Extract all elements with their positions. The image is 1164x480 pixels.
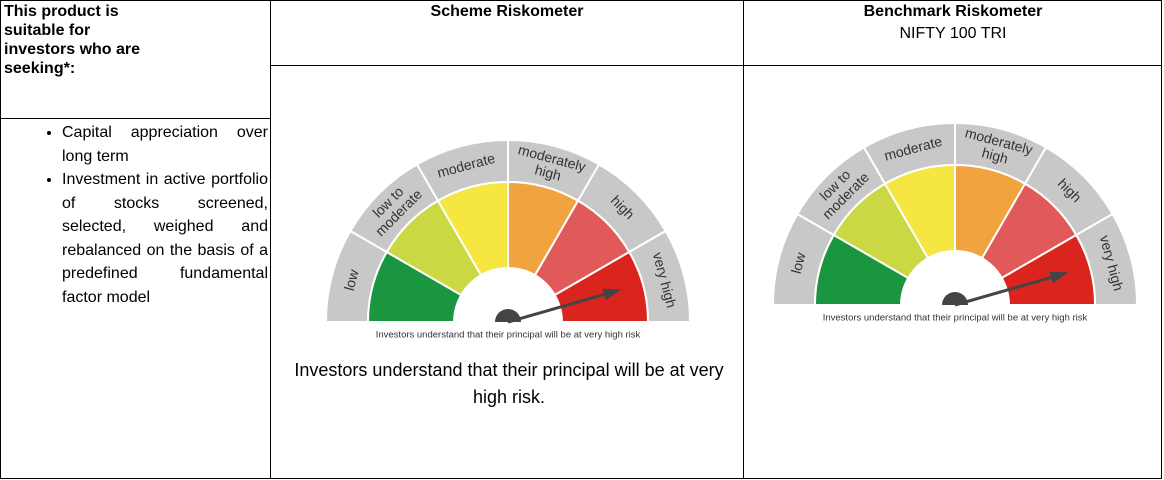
border <box>270 65 1162 66</box>
suitability-header: This product is suitable for investors w… <box>4 3 141 77</box>
needle-cap <box>942 292 968 305</box>
border <box>0 0 1 479</box>
level-label: high <box>533 161 563 183</box>
border <box>0 118 270 119</box>
border <box>0 0 1162 1</box>
scheme-statement: Investors understand that their principa… <box>294 360 724 407</box>
border <box>743 0 744 479</box>
suitability-point: Investment in active portfolio of stocks… <box>62 168 268 309</box>
border <box>0 478 1162 479</box>
needle-cap <box>495 309 521 322</box>
needle <box>954 275 1052 307</box>
level-label: high <box>980 144 1010 166</box>
needle <box>507 292 605 324</box>
needle-head <box>602 288 622 301</box>
border <box>1161 0 1162 479</box>
level-label: low <box>341 267 362 292</box>
gauge-caption: Investors understand that their principa… <box>823 313 1088 324</box>
suitability-point: Capital appreciation over long term <box>62 121 268 168</box>
border <box>270 0 271 479</box>
gauge-center <box>453 267 563 322</box>
suitability-list: Capital appreciation over long term Inve… <box>0 121 268 309</box>
needle-head <box>1049 271 1069 284</box>
benchmark-index: NIFTY 100 TRI <box>899 25 1007 42</box>
benchmark-header: Benchmark Riskometer <box>863 3 1043 20</box>
scheme-header: Scheme Riskometer <box>430 3 584 20</box>
gauge-center <box>900 250 1010 305</box>
gauge-caption: Investors understand that their principa… <box>376 330 641 341</box>
level-label: low <box>788 250 809 275</box>
